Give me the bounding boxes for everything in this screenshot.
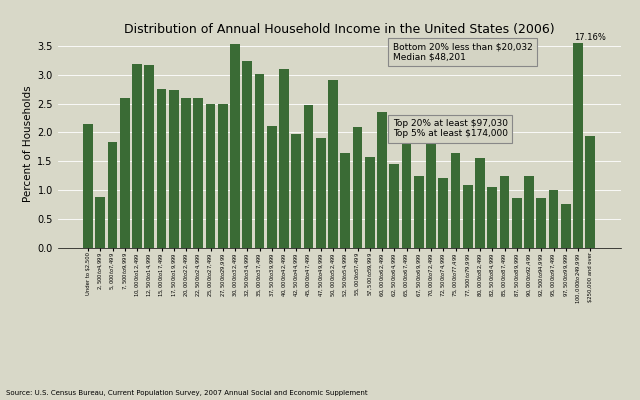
Bar	[463, 185, 473, 248]
Bar	[95, 197, 105, 248]
Bar	[205, 104, 216, 248]
Bar	[193, 98, 204, 248]
Bar	[340, 153, 350, 248]
Bar	[83, 124, 93, 248]
Bar	[561, 204, 571, 248]
Bar	[548, 190, 559, 248]
Bar	[488, 187, 497, 248]
Bar	[451, 153, 460, 248]
Bar	[475, 158, 485, 248]
Bar	[377, 112, 387, 248]
Bar	[365, 157, 375, 248]
Bar	[108, 142, 118, 248]
Bar	[145, 65, 154, 248]
Bar	[438, 178, 448, 248]
Bar	[243, 61, 252, 248]
Bar	[389, 164, 399, 248]
Bar	[267, 126, 276, 248]
Bar	[120, 98, 130, 248]
Bar	[414, 176, 424, 248]
Bar	[316, 138, 326, 248]
Text: 17.16%: 17.16%	[574, 33, 606, 42]
Bar	[353, 127, 362, 248]
Bar	[169, 90, 179, 248]
Bar	[279, 69, 289, 248]
Y-axis label: Percent of Households: Percent of Households	[23, 86, 33, 202]
Bar	[512, 198, 522, 248]
Bar	[586, 136, 595, 248]
Bar	[536, 198, 546, 248]
Bar	[157, 88, 166, 248]
Bar	[303, 105, 314, 248]
Bar	[218, 104, 228, 248]
Bar	[500, 176, 509, 248]
Bar	[255, 74, 264, 248]
Text: Top 20% at least $97,030
Top 5% at least $174,000: Top 20% at least $97,030 Top 5% at least…	[393, 119, 508, 138]
Bar	[181, 98, 191, 248]
Title: Distribution of Annual Household Income in the United States (2006): Distribution of Annual Household Income …	[124, 23, 554, 36]
Bar	[328, 80, 338, 248]
Bar	[291, 134, 301, 248]
Bar	[230, 44, 240, 248]
Bar	[573, 43, 583, 248]
Bar	[402, 143, 412, 248]
Bar	[426, 132, 436, 248]
Bar	[524, 176, 534, 248]
Text: Bottom 20% less than $20,032
Median $48,201: Bottom 20% less than $20,032 Median $48,…	[393, 42, 532, 62]
Text: Source: U.S. Census Bureau, Current Population Survey, 2007 Annual Social and Ec: Source: U.S. Census Bureau, Current Popu…	[6, 390, 368, 396]
Bar	[132, 64, 142, 248]
